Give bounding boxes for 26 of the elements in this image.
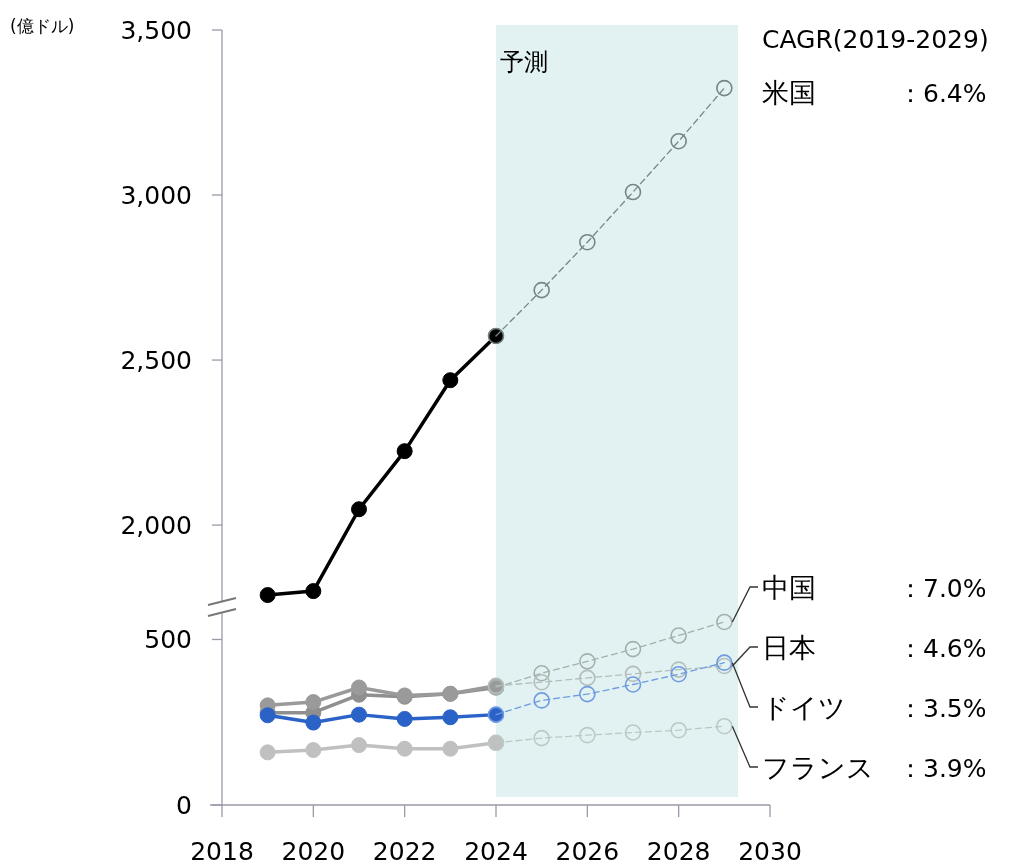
text: ：3.9%	[898, 754, 987, 783]
y-axis-title: (億ドル)	[10, 16, 75, 36]
y-tick-label: 2,000	[120, 511, 192, 541]
x-tick-label: 2024	[464, 837, 528, 865]
series-label: 日本	[762, 632, 816, 663]
x-tick-label: 2022	[372, 837, 437, 865]
y-tick-label: 2,500	[120, 346, 192, 376]
y-tick-label: 500	[144, 625, 192, 655]
y-tick-label: 3,500	[120, 16, 192, 45]
text: ：7.0%	[898, 574, 987, 603]
x-tick-label: 2020	[281, 837, 346, 865]
text: ：4.6%	[898, 634, 987, 663]
x-tick-label: 2018	[190, 837, 254, 865]
x-tick-label: 2028	[646, 837, 711, 865]
y-tick-label: 0	[176, 791, 192, 820]
text: ：6.4%	[898, 79, 987, 108]
text: ：3.5%	[898, 694, 987, 723]
band-label: 予測	[500, 48, 548, 76]
y-tick-label: 3,000	[120, 181, 192, 211]
annotation: CAGR(2019-2029)	[762, 25, 989, 54]
x-tick-label: 2026	[555, 837, 620, 865]
x-tick-label: 2030	[738, 837, 802, 865]
series-label: ドイツ	[762, 692, 846, 723]
series-label: 中国	[762, 572, 816, 603]
series-label: フランス	[762, 752, 874, 783]
series-label: 米国	[762, 77, 816, 108]
